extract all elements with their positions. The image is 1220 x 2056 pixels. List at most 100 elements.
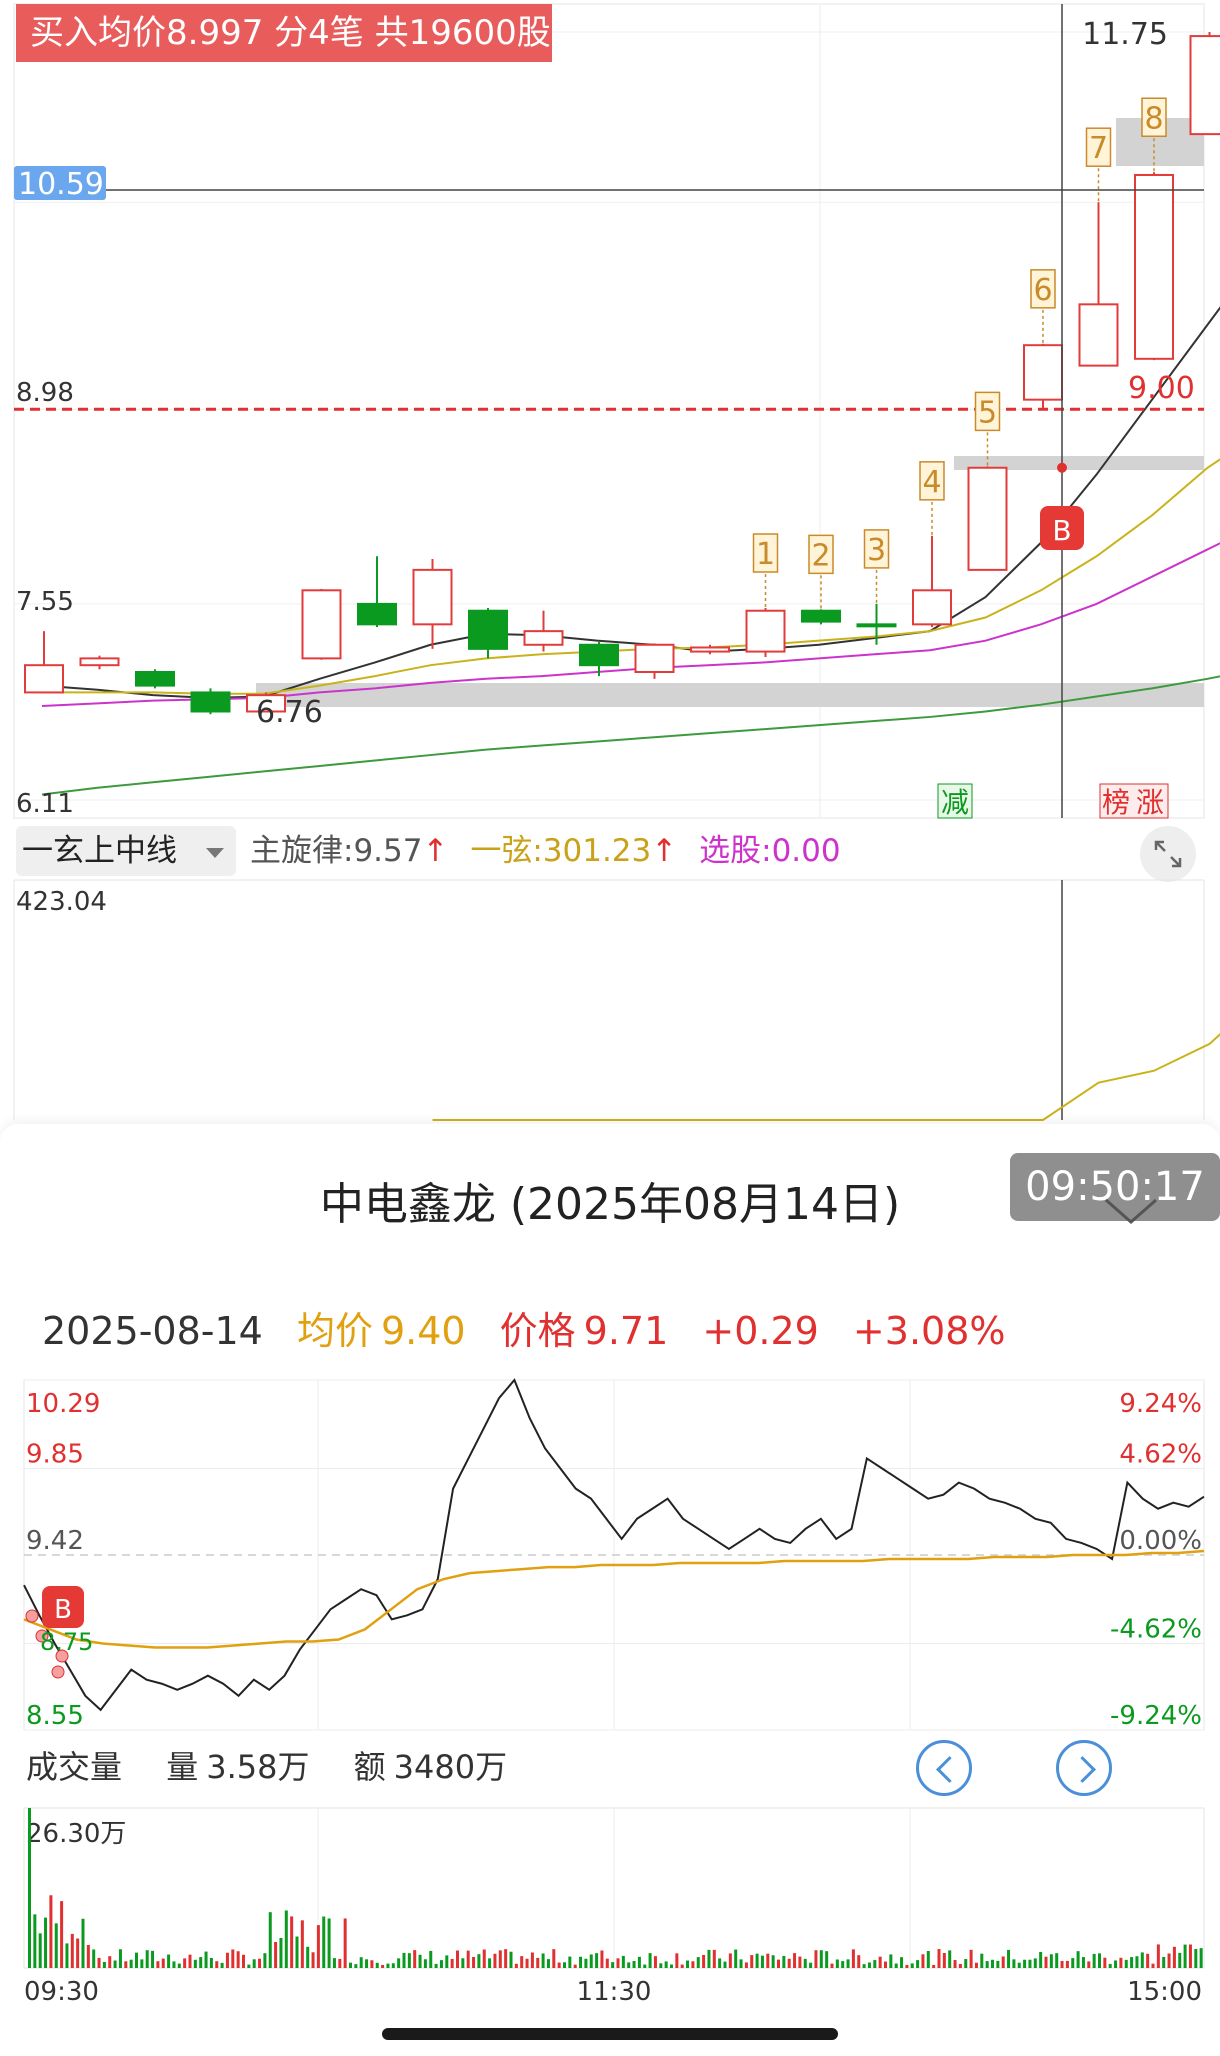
volume-title: 成交量 [26, 1748, 123, 1786]
main-value: 9.57 [353, 833, 423, 869]
volume-bar [664, 1961, 668, 1968]
volume-bar [964, 1959, 968, 1968]
volume-bar [263, 1953, 267, 1968]
volume-bar [627, 1962, 631, 1968]
seq-badge [919, 461, 945, 501]
right-axis-label: 0.00% [1119, 1526, 1202, 1556]
string-line [432, 1032, 1220, 1121]
volume-bar [220, 1962, 224, 1968]
candle-body [745, 609, 786, 653]
volume-bar [1081, 1957, 1085, 1968]
volume-bar [1172, 1946, 1176, 1968]
volume-bar [525, 1958, 529, 1968]
volume-bar [884, 1961, 887, 1968]
volume-bar [1098, 1953, 1101, 1968]
seq-badge [1141, 97, 1167, 138]
volume-bar [686, 1960, 690, 1968]
volume-bar [1135, 1956, 1139, 1968]
buy-average-banner: 买入均价8.997 分4笔 共19600股 [16, 4, 552, 62]
indicator-bar: 一玄上中线 主旋律:9.57↑ 一弦:301.23↑ 选股:0.00 [0, 820, 1220, 880]
volume-bar [167, 1954, 171, 1968]
volume-bar [718, 1958, 722, 1968]
volume-bar [900, 1957, 904, 1968]
volume-bar [563, 1962, 566, 1968]
timeshare-chart[interactable]: 10.29 9.85 9.42 8.55 9.24% 4.62% 0.00% -4.62% -9… [0, 1318, 1220, 2018]
volume-bar [520, 1956, 524, 1968]
expand-button[interactable] [1140, 826, 1196, 882]
indicator-selector[interactable]: 一玄上中线 [16, 826, 236, 876]
volume-bar [290, 1916, 294, 1968]
volume-bar [316, 1925, 320, 1968]
right-axis-label: -9.24% [1110, 1701, 1202, 1731]
volume-bar [65, 1943, 69, 1968]
volume-max-label: 26.30万 [26, 1819, 126, 1849]
volume-bar [814, 1950, 818, 1968]
seq-label: 3 [867, 533, 886, 568]
volume-bar [188, 1954, 192, 1968]
volume-bar [488, 1958, 492, 1968]
collapse-chevron-icon[interactable] [1104, 1196, 1158, 1226]
volume-bar [948, 1950, 952, 1968]
volume-bar [557, 1962, 561, 1968]
volume-bar [536, 1957, 540, 1968]
candle-body [523, 630, 564, 646]
main-up-arrow: ↑ [422, 833, 449, 869]
volume-value: 3.58万 [206, 1748, 310, 1786]
seq-label: 8 [1144, 101, 1163, 136]
volume-bar [739, 1959, 743, 1968]
price-line [23, 1378, 1205, 1712]
volume-bar [482, 1949, 486, 1968]
volume-bar [723, 1961, 727, 1968]
volume-bar [343, 1918, 347, 1968]
chevron-down-icon [206, 848, 224, 858]
volume-bar [680, 1964, 684, 1968]
volume-bar [760, 1955, 764, 1968]
volume-bar [835, 1959, 839, 1968]
volume-bar [1044, 1956, 1048, 1968]
volume-bar [589, 1954, 593, 1968]
buy-point-dot [35, 1629, 49, 1643]
volume-bar [306, 1946, 310, 1968]
seq-label: 6 [1033, 273, 1052, 308]
volume-bar [894, 1963, 898, 1968]
volume-bar [81, 1918, 85, 1968]
price-change: +0.29 [702, 1309, 819, 1353]
volume-bar [985, 1961, 989, 1968]
next-day-button[interactable] [1056, 1740, 1112, 1796]
candle-body [357, 602, 397, 626]
volume-bar [86, 1944, 90, 1968]
volume-bar [1007, 1949, 1011, 1968]
chevron-right-icon [1069, 1756, 1096, 1783]
volume-bar [231, 1949, 235, 1968]
candle-body [190, 691, 231, 713]
volume-bar [338, 1958, 342, 1968]
volume-bar [466, 1950, 470, 1968]
seq-label: 7 [1089, 131, 1108, 166]
volume-bar [991, 1959, 994, 1968]
volume-bar [434, 1963, 438, 1968]
volume-bar [97, 1957, 101, 1968]
volume-bar [311, 1952, 315, 1968]
volume-bar [605, 1958, 609, 1968]
volume-bar [1055, 1953, 1059, 1968]
volume-bar [707, 1949, 711, 1968]
candle-body [690, 646, 730, 653]
kline-chart[interactable]: 11.7510.598.987.556.116.769.00123456789B… [0, 0, 1220, 820]
volume-bar [980, 1953, 984, 1968]
volume-bar [1012, 1959, 1016, 1968]
volume-bar [873, 1960, 877, 1968]
volume-bar [552, 1949, 556, 1968]
volume-bar [1156, 1944, 1160, 1968]
volume-bar [322, 1916, 326, 1968]
prev-day-button[interactable] [916, 1740, 972, 1796]
volume-bar [958, 1963, 962, 1968]
left-axis-label: 9.85 [26, 1440, 84, 1470]
volume-bar [744, 1962, 748, 1968]
volume-bar [857, 1955, 861, 1968]
volume-bar [1076, 1951, 1080, 1968]
volume-bar [916, 1960, 920, 1968]
volume-bar [643, 1964, 647, 1968]
volume-bar [113, 1960, 117, 1968]
volume-bar [974, 1962, 978, 1968]
string-up-arrow: ↑ [651, 833, 678, 869]
